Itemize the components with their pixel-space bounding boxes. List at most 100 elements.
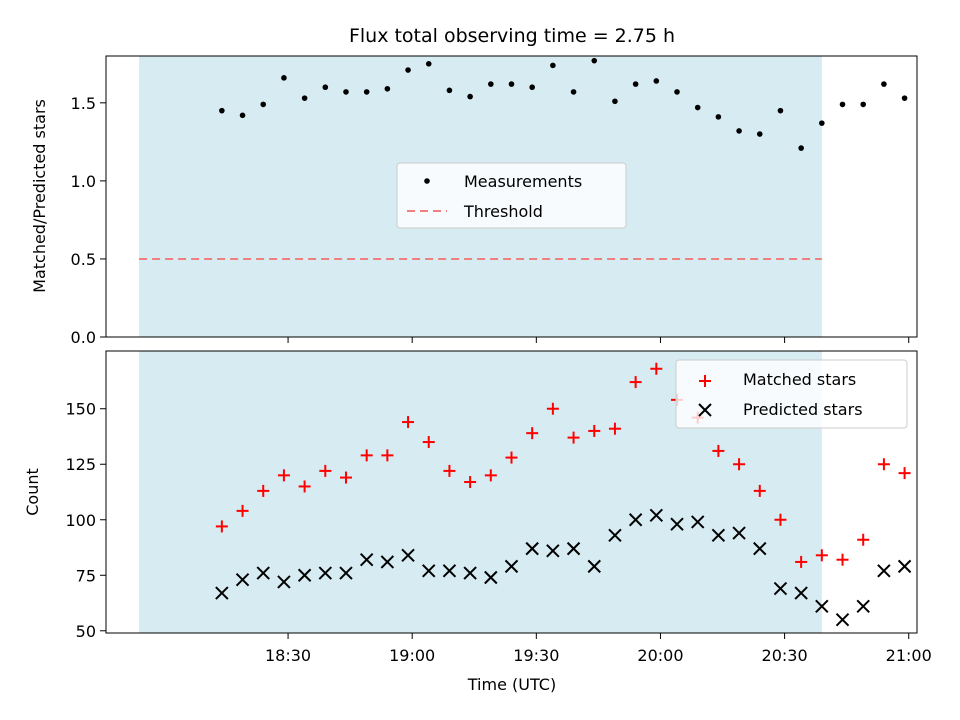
predicted-star-point	[401, 548, 415, 562]
matched-star-point	[236, 504, 249, 517]
y-tick-label: 150	[65, 400, 96, 419]
predicted-star-point	[277, 575, 291, 589]
measurement-point	[798, 145, 804, 151]
measurement-point	[736, 128, 742, 134]
measurement-point	[508, 81, 515, 87]
matched-star-point	[360, 449, 373, 462]
legend-measurements-label: Measurements	[464, 172, 582, 191]
predicted-star-point	[628, 513, 643, 527]
x-tick-label: 21:00	[886, 646, 932, 665]
measurement-point	[405, 67, 411, 73]
matched-star-point	[464, 476, 477, 489]
measurement-point	[694, 104, 701, 111]
x-tick-label: 19:30	[513, 646, 559, 665]
matched-star-point	[339, 471, 352, 484]
measurement-point	[881, 81, 887, 87]
measurement-point	[322, 84, 329, 91]
predicted-star-point	[897, 559, 912, 574]
predicted-star-point	[587, 559, 601, 574]
matched-star-point	[381, 449, 394, 462]
measurement-point	[715, 114, 722, 120]
x-tick-label: 19:00	[389, 646, 435, 665]
predicted-star-point	[753, 541, 767, 556]
y-tick-label: 1.5	[71, 94, 96, 113]
measurement-point	[860, 101, 867, 108]
matched-star-point	[257, 484, 270, 497]
predicted-star-point	[794, 586, 808, 600]
matched-star-point	[815, 549, 828, 562]
legend-matched-marker	[699, 375, 711, 387]
predicted-star-point	[649, 508, 664, 523]
predicted-star-point	[773, 581, 788, 596]
y-tick-label: 75	[76, 566, 96, 585]
measurement-point	[301, 95, 308, 101]
measurement-point	[260, 101, 267, 108]
top-y-axis-label: Matched/Predicted stars	[30, 99, 49, 293]
legend-threshold-label: Threshold	[463, 202, 543, 221]
matched-star-point	[898, 467, 911, 480]
predicted-star-point	[318, 566, 333, 580]
matched-star-point	[567, 431, 580, 444]
predicted-star-point	[856, 599, 870, 614]
legend-predicted-label: Predicted stars	[743, 400, 863, 419]
x-tick-label: 20:00	[637, 646, 683, 665]
predicted-star-point	[566, 541, 581, 556]
predicted-star-point	[504, 559, 519, 574]
matched-star-point	[505, 451, 518, 464]
x-tick-label: 18:30	[265, 646, 311, 665]
predicted-star-point	[484, 570, 498, 585]
predicted-star-point	[339, 566, 353, 580]
matched-star-point	[836, 553, 849, 566]
measurement-point	[674, 89, 680, 95]
matched-star-point	[546, 402, 559, 415]
bottom-panel: 50 75 100 125 150 18:30 19:00 19:30 20:00 20:30 2…	[23, 350, 932, 694]
matched-star-point	[215, 520, 228, 533]
matched-star-point	[298, 480, 311, 493]
predicted-star-point	[215, 586, 229, 600]
measurement-point	[777, 107, 784, 114]
matched-star-point	[422, 436, 435, 449]
predicted-star-point	[546, 544, 560, 558]
measurement-point	[488, 81, 494, 87]
top-axes-frame	[105, 55, 918, 338]
matched-star-point	[857, 533, 870, 546]
measurement-point	[901, 95, 908, 101]
measurement-point	[819, 120, 825, 126]
measurement-point	[839, 101, 846, 108]
measurement-point	[756, 131, 763, 137]
y-tick-label: 0.0	[71, 328, 96, 347]
predicted-star-point	[442, 564, 457, 578]
measurement-point	[343, 89, 349, 95]
matched-star-point	[484, 469, 497, 482]
predicted-star-point	[297, 568, 312, 582]
y-tick-label: 125	[65, 455, 96, 474]
y-tick-label: 50	[76, 622, 96, 641]
matched-star-point	[608, 422, 621, 435]
predicted-star-point	[380, 555, 395, 569]
legend-predicted-marker	[698, 403, 712, 417]
predicted-star-point	[877, 564, 891, 578]
measurement-point	[219, 107, 225, 114]
predicted-star-point	[732, 526, 746, 540]
measurement-point	[239, 112, 246, 119]
measurement-point	[632, 81, 639, 87]
measurement-point	[612, 98, 618, 105]
matched-star-point	[402, 416, 415, 429]
bottom-legend: Matched stars Predicted stars	[675, 359, 908, 429]
matched-star-point	[526, 427, 539, 440]
matched-star-point	[319, 464, 332, 477]
measurement-point	[363, 89, 370, 95]
measurement-point	[467, 93, 473, 100]
x-tick-label: 20:30	[762, 646, 808, 665]
predicted-star-point	[690, 515, 705, 529]
predicted-star-point	[835, 612, 850, 627]
predicted-star-point	[670, 517, 684, 531]
predicted-star-point	[256, 566, 270, 580]
matched-star-point	[753, 484, 766, 497]
y-tick-label: 100	[65, 511, 96, 530]
predicted-star-point	[235, 573, 250, 587]
predicted-star-point	[422, 564, 436, 578]
predicted-star-point	[463, 566, 477, 580]
legend-matched-label: Matched stars	[743, 370, 856, 389]
